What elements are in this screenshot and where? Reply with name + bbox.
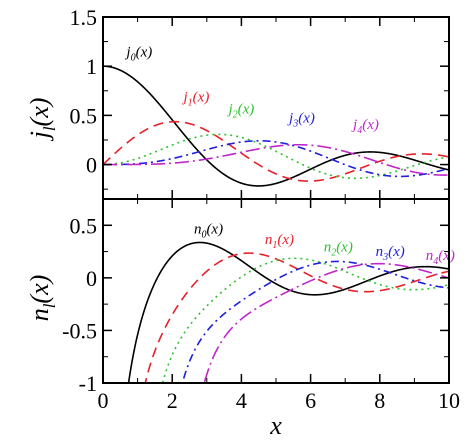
top-panel: 1.5 1 0.5 0 j0(x) j1(x) j2(x) j3(x) j4(x) jl(x) bbox=[25, 5, 450, 199]
series-label-bottom-3: n3(x) bbox=[376, 244, 405, 263]
x-tick-label-5: 10 bbox=[438, 388, 460, 413]
y-tick-label-top-0: 1.5 bbox=[70, 5, 98, 30]
bottom-y-axis-label: nl(x) bbox=[25, 275, 59, 322]
y-tick-label-bottom-0: 0.5 bbox=[70, 213, 98, 238]
y-tick-label-top-1: 1 bbox=[86, 54, 97, 79]
y-tick-label-top-3: 0 bbox=[86, 153, 97, 178]
bottom-axis-ticks: 0.50-0.5-10 2 4 6 8 10 bbox=[62, 198, 460, 413]
y-tick-label-bottom-1: 0 bbox=[86, 266, 97, 291]
series-label-bottom-4: n4(x) bbox=[426, 248, 455, 267]
series-label-bottom-0: n0(x) bbox=[194, 222, 223, 241]
series-line-top-0 bbox=[103, 65, 449, 187]
series-label-bottom-1: n1(x) bbox=[265, 232, 294, 251]
x-axis-label: x bbox=[269, 411, 282, 440]
series-line-top-4 bbox=[103, 143, 449, 176]
series-line-bottom-1 bbox=[144, 252, 449, 383]
series-line-bottom-3 bbox=[181, 260, 449, 383]
series-line-top-3 bbox=[103, 139, 449, 178]
series-label-top-2: j2(x) bbox=[226, 101, 254, 120]
top-curves bbox=[103, 65, 449, 187]
series-label-top-3: j3(x) bbox=[287, 110, 315, 129]
top-axis-ticks: 1.5 1 0.5 0 bbox=[70, 5, 450, 199]
x-tick-label-4: 8 bbox=[374, 388, 385, 413]
top-y-axis-label: jl(x) bbox=[25, 98, 59, 142]
y-tick-label-top-2: 0.5 bbox=[70, 103, 98, 128]
series-label-top-4: j4(x) bbox=[351, 117, 379, 136]
series-label-bottom-2: n2(x) bbox=[324, 240, 353, 259]
bottom-panel: 0.50-0.5-10 2 4 6 8 10 n0(x)n1(x) n2(x) n3(x) n4… bbox=[25, 198, 460, 440]
x-tick-label-2: 4 bbox=[236, 388, 247, 413]
bottom-series-labels: n0(x) n1(x) n2(x) n3(x) n4(x) bbox=[194, 222, 455, 267]
series-line-top-2 bbox=[103, 133, 449, 180]
x-tick-label-3: 6 bbox=[305, 388, 316, 413]
series-line-bottom-2 bbox=[161, 257, 449, 383]
top-series-labels: j0(x) j1(x) j2(x) j3(x) j4(x) bbox=[124, 44, 378, 136]
y-tick-label-bottom-3: -1 bbox=[79, 371, 97, 396]
bottom-curves bbox=[127, 241, 449, 383]
series-label-top-1: j1(x) bbox=[182, 90, 210, 109]
series-line-bottom-0 bbox=[127, 241, 449, 383]
series-label-top-0: j0(x) bbox=[124, 44, 152, 63]
series-line-bottom-4 bbox=[203, 262, 449, 383]
series-line-top-1 bbox=[103, 120, 449, 182]
y-tick-label-bottom-2: -0.5 bbox=[62, 318, 97, 343]
x-tick-label-1: 2 bbox=[167, 388, 178, 413]
x-tick-label-0: 0 bbox=[98, 388, 109, 413]
bottom-plot-frame bbox=[102, 198, 450, 384]
